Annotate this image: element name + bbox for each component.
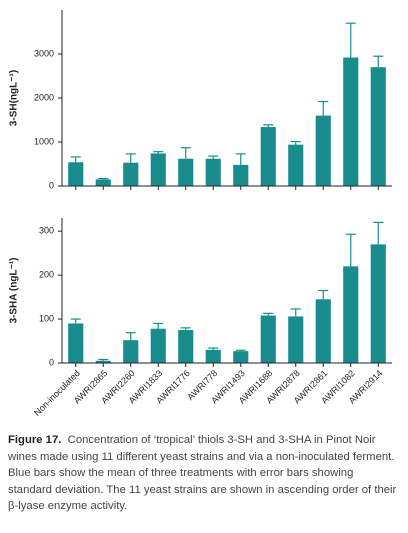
figure: 3-SH(ngL⁻¹) 0 1000 2000 3000 3-SHA (ngL⁻¹) 0 10… (9, 10, 392, 418)
error-bar (70, 156, 81, 163)
error-bar (180, 147, 191, 159)
error-bar (235, 349, 246, 352)
bar (370, 244, 386, 363)
bar (68, 323, 84, 363)
error-bar (290, 140, 301, 145)
error-bar (263, 312, 274, 316)
bar (68, 162, 84, 186)
caption-label: Figure 17. (8, 434, 62, 446)
error-bar (208, 155, 219, 159)
y-tick-label: 0 (49, 180, 54, 190)
error-bar (318, 289, 329, 300)
error-bar (345, 233, 356, 267)
error-bar (373, 55, 384, 68)
error-bar (345, 22, 356, 58)
error-bar (180, 327, 191, 331)
error-bar (235, 153, 246, 165)
bar (260, 127, 276, 186)
bar (315, 115, 331, 186)
error-bar (290, 308, 301, 317)
x-tick-label: Non-inoculated (32, 368, 82, 418)
bar (315, 299, 331, 363)
error-bar (125, 153, 136, 163)
error-bar (70, 318, 81, 324)
y-tick-label: 0 (49, 357, 54, 367)
error-bar (98, 177, 109, 180)
bar (123, 340, 139, 363)
y-tick-label: 2000 (34, 92, 54, 102)
y-tick-label: 100 (39, 313, 54, 323)
bar (178, 330, 194, 363)
bar (150, 153, 166, 186)
error-bar (153, 151, 164, 154)
error-bar (98, 358, 109, 361)
bar (233, 164, 249, 186)
bar (260, 315, 276, 363)
bar (343, 266, 359, 363)
y-tick-label: 1000 (34, 136, 54, 146)
bar (288, 316, 304, 363)
bar (123, 162, 139, 186)
y-tick-label: 200 (39, 269, 54, 279)
error-bar (263, 124, 274, 128)
bar (205, 158, 221, 186)
y-tick-label: 300 (39, 226, 54, 236)
caption: Figure 17. Concentration of ‘tropical’ t… (8, 432, 400, 515)
y-axis-label: 3-SH(ngL⁻¹) (9, 70, 20, 126)
error-bar (153, 322, 164, 329)
bar (233, 351, 249, 363)
error-bar (318, 100, 329, 116)
bar (205, 349, 221, 363)
error-bar (208, 347, 219, 350)
bar (150, 328, 166, 363)
bar (95, 179, 111, 186)
caption-text: Concentration of ‘tropical’ thiols 3-SH … (8, 434, 397, 512)
y-tick-label: 3000 (34, 48, 54, 58)
bar (288, 144, 304, 186)
y-axis-label: 3-SHA (ngL⁻¹) (9, 257, 20, 323)
error-bar (373, 221, 384, 245)
bar (95, 360, 111, 363)
bar (178, 158, 194, 186)
bar (343, 57, 359, 186)
error-bar (125, 332, 136, 341)
bar (370, 67, 386, 186)
